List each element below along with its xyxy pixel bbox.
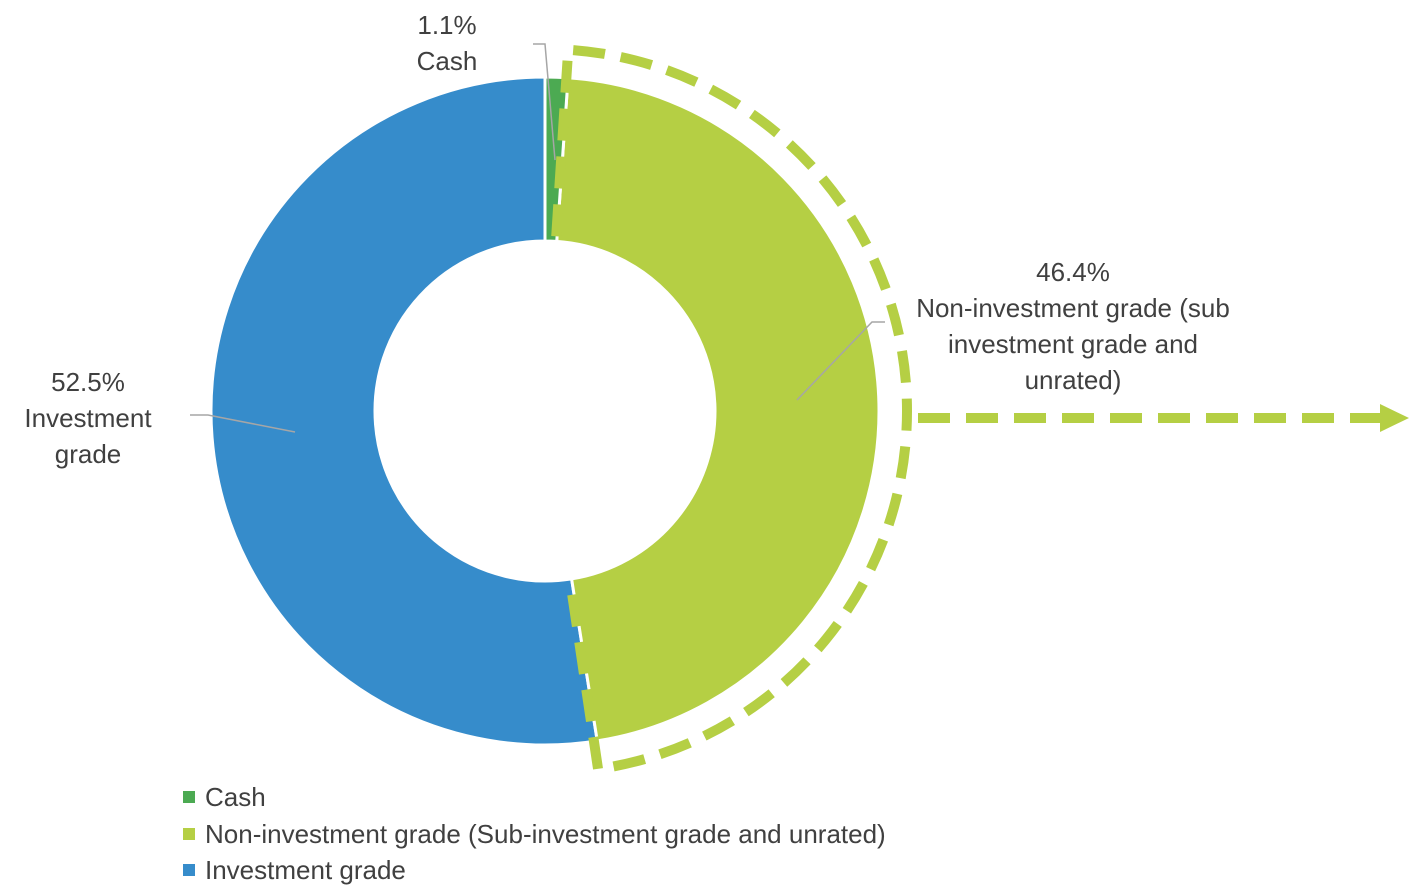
- highlight-outline: [551, 44, 912, 775]
- legend-entry: Non-investment grade (Sub-investment gra…: [183, 816, 886, 852]
- data-label-text: Investment grade: [24, 403, 152, 469]
- data-value: 52.5%: [51, 367, 125, 397]
- legend-text: Cash: [205, 782, 266, 812]
- legend-swatch: [183, 827, 195, 840]
- data-value: 46.4%: [1036, 257, 1110, 287]
- leader-line: [533, 43, 556, 161]
- data-label-text: Cash: [416, 46, 478, 76]
- data-label: 52.5% Investment grade: [3, 364, 173, 472]
- data-label-text: Non-investment grade (sub investment gra…: [916, 293, 1230, 395]
- data-label: 46.4% Non-investment grade (sub investmen…: [908, 254, 1238, 398]
- donut-slice: [555, 76, 881, 743]
- legend-text: Investment grade: [205, 855, 406, 885]
- data-value: 1.1%: [417, 10, 477, 40]
- legend-swatch: [183, 791, 195, 803]
- legend-text: Non-investment grade (Sub-investment gra…: [205, 818, 886, 849]
- data-label: 1.1% Cash: [372, 7, 522, 79]
- leader-line: [190, 414, 296, 433]
- legend-entry: Investment grade: [183, 852, 406, 888]
- legend-swatch: [183, 864, 195, 876]
- donut-slice: [209, 75, 599, 747]
- legend-entry: Cash: [183, 779, 266, 815]
- leader-line: [796, 321, 885, 401]
- arrow-head: [1380, 404, 1409, 432]
